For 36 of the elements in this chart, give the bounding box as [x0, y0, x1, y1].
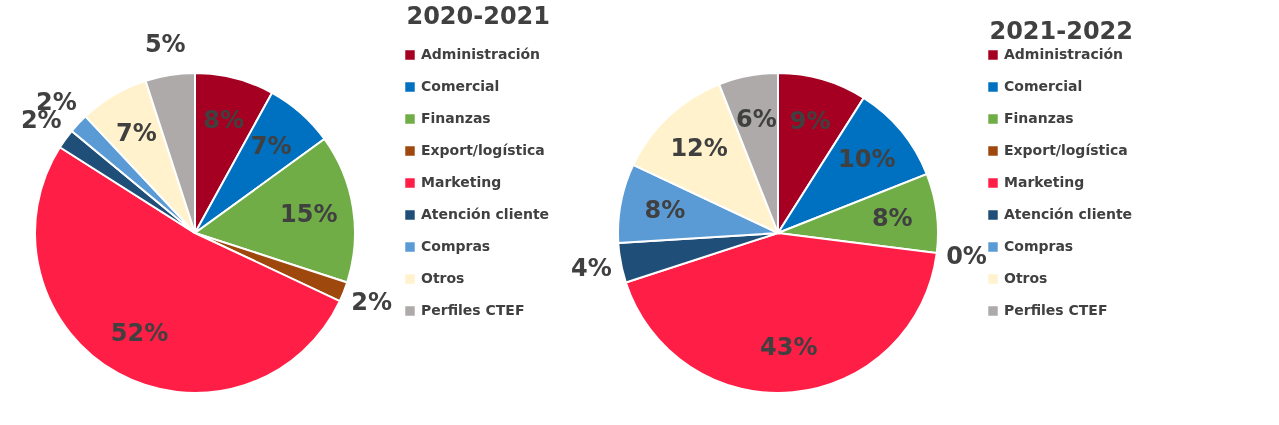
data-label: 6%	[736, 104, 777, 133]
data-label: 9%	[789, 107, 831, 136]
legend-label: Export/logística	[421, 142, 545, 158]
data-label: 5%	[144, 30, 186, 59]
data-label: 2%	[351, 287, 393, 316]
data-label: 52%	[110, 318, 169, 347]
data-label: 7%	[250, 131, 292, 160]
chart-title: 2021-2022	[989, 17, 1133, 45]
data-label: 8%	[644, 196, 686, 225]
legend-label: Compras	[421, 238, 491, 254]
legend-label: Administración	[421, 46, 541, 62]
legend-label: Otros	[421, 270, 465, 286]
data-label: 10%	[838, 144, 896, 173]
chart-title: 2020-2021	[406, 2, 550, 31]
legend-label: Atención cliente	[1004, 206, 1133, 222]
legend-label: Marketing	[421, 174, 502, 190]
legend-label: Export/logística	[1004, 142, 1128, 158]
legend-label: Atención cliente	[421, 206, 550, 222]
legend-label: Administración	[1004, 46, 1124, 62]
legend-label: Comercial	[1004, 78, 1083, 94]
data-label: 7%	[115, 118, 157, 147]
data-label: 43%	[760, 332, 818, 361]
legend-label: Compras	[1004, 238, 1074, 254]
legend-label: Comercial	[421, 78, 500, 94]
legend-label: Perfiles CTEF	[421, 302, 525, 318]
data-label: 8%	[203, 106, 245, 135]
legend-label: Marketing	[1004, 174, 1085, 190]
data-label: 12%	[670, 134, 728, 163]
text: 0%	[946, 241, 987, 270]
data-label: 8%	[871, 203, 913, 232]
legend-label: Otros	[1004, 270, 1048, 286]
legend-label: Perfiles CTEF	[1004, 302, 1108, 318]
data-label: 15%	[280, 199, 338, 228]
data-label: 4%	[570, 253, 612, 282]
legend-label: Finanzas	[1004, 110, 1074, 126]
legend-label: Finanzas	[421, 110, 491, 126]
